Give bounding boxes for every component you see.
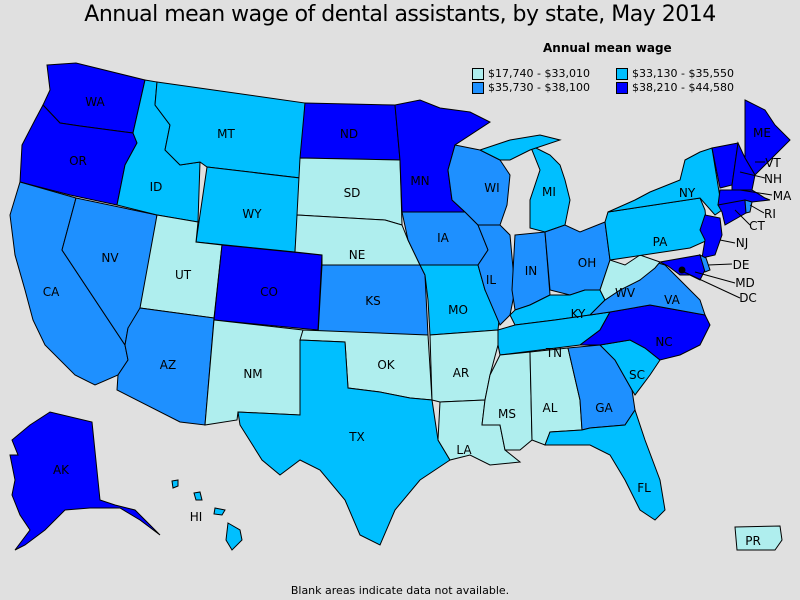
- label-KS: KS: [365, 294, 381, 308]
- legend-item-4: $38,210 - $44,580: [616, 81, 734, 95]
- label-NH: NH: [764, 172, 782, 186]
- state-TX[interactable]: [237, 339, 451, 546]
- state-HI-kauai[interactable]: [171, 479, 179, 489]
- label-DC: DC: [739, 291, 757, 305]
- label-OR: OR: [69, 154, 87, 168]
- label-NE: NE: [349, 248, 366, 262]
- label-WI: WI: [484, 181, 499, 195]
- legend-label: $38,210 - $44,580: [632, 81, 734, 94]
- label-NM: NM: [243, 367, 262, 381]
- state-AK[interactable]: [9, 411, 161, 551]
- legend-item-1: $17,740 - $33,010: [472, 67, 590, 81]
- label-WA: WA: [85, 95, 105, 109]
- state-IL[interactable]: [477, 224, 516, 326]
- label-MN: MN: [410, 174, 429, 188]
- label-VT: VT: [765, 156, 781, 170]
- label-MS: MS: [498, 407, 516, 421]
- legend-label: $33,130 - $35,550: [632, 67, 734, 80]
- label-CO: CO: [260, 285, 278, 299]
- label-KY: KY: [571, 307, 586, 321]
- label-AL: AL: [543, 401, 558, 415]
- state-DC[interactable]: [678, 266, 686, 274]
- state-KS[interactable]: [317, 264, 429, 336]
- legend-item-2: $33,130 - $35,550: [616, 67, 734, 81]
- state-FL[interactable]: [544, 408, 666, 521]
- legend-swatch: [616, 68, 628, 80]
- label-SD: SD: [344, 186, 361, 200]
- label-CT: CT: [749, 219, 765, 233]
- label-WY: WY: [242, 207, 262, 221]
- label-DE: DE: [733, 258, 750, 272]
- label-HI: HI: [190, 510, 203, 524]
- label-MD: MD: [735, 276, 755, 290]
- legend-swatch: [616, 82, 628, 94]
- state-RI[interactable]: [744, 199, 753, 214]
- label-MA: MA: [773, 189, 792, 203]
- label-IL: IL: [486, 273, 497, 287]
- label-PR: PR: [745, 534, 761, 548]
- label-IN: IN: [525, 264, 538, 278]
- label-MI: MI: [542, 185, 556, 199]
- legend-swatch: [472, 82, 484, 94]
- label-CA: CA: [43, 285, 60, 299]
- map-title: Annual mean wage of dental assistants, b…: [84, 2, 716, 27]
- state-WV[interactable]: [599, 254, 661, 301]
- label-ID: ID: [150, 180, 163, 194]
- label-WV: WV: [615, 286, 636, 300]
- label-ND: ND: [340, 127, 358, 141]
- footer-note: Blank areas indicate data not available.: [290, 584, 510, 597]
- label-AZ: AZ: [160, 358, 176, 372]
- label-PA: PA: [653, 235, 668, 249]
- label-NY: NY: [679, 186, 696, 200]
- state-HI-maui[interactable]: [213, 507, 226, 516]
- label-SC: SC: [629, 368, 645, 382]
- label-OH: OH: [578, 256, 596, 270]
- legend-title: Annual mean wage: [543, 41, 672, 55]
- legend-item-3: $35,730 - $38,100: [472, 81, 590, 95]
- legend-label: $17,740 - $33,010: [488, 67, 590, 80]
- state-HI-oahu[interactable]: [193, 491, 203, 501]
- label-AK: AK: [53, 463, 70, 477]
- state-PR[interactable]: [734, 525, 783, 551]
- legend-label: $35,730 - $38,100: [488, 81, 590, 94]
- label-TN: TN: [545, 346, 562, 360]
- state-NY[interactable]: [607, 147, 723, 216]
- state-CT[interactable]: [717, 199, 747, 226]
- label-MO: MO: [448, 303, 468, 317]
- leader-lines: [683, 161, 773, 299]
- label-LA: LA: [456, 443, 472, 457]
- state-DE[interactable]: [699, 254, 711, 273]
- state-HI-big[interactable]: [225, 522, 243, 551]
- label-UT: UT: [175, 268, 192, 282]
- label-NC: NC: [655, 335, 672, 349]
- label-ME: ME: [753, 126, 771, 140]
- label-MT: MT: [217, 127, 235, 141]
- state-MS[interactable]: [481, 351, 533, 451]
- label-AR: AR: [453, 366, 470, 380]
- label-IA: IA: [437, 231, 450, 245]
- label-VA: VA: [664, 293, 680, 307]
- state-NJ[interactable]: [699, 214, 723, 259]
- state-MI-UP[interactable]: [478, 134, 562, 161]
- label-NV: NV: [101, 251, 119, 265]
- legend-swatch: [472, 68, 484, 80]
- label-NJ: NJ: [736, 236, 749, 250]
- label-GA: GA: [595, 401, 613, 415]
- label-TX: TX: [348, 430, 365, 444]
- label-OK: OK: [377, 358, 395, 372]
- label-RI: RI: [764, 207, 776, 221]
- label-FL: FL: [637, 481, 651, 495]
